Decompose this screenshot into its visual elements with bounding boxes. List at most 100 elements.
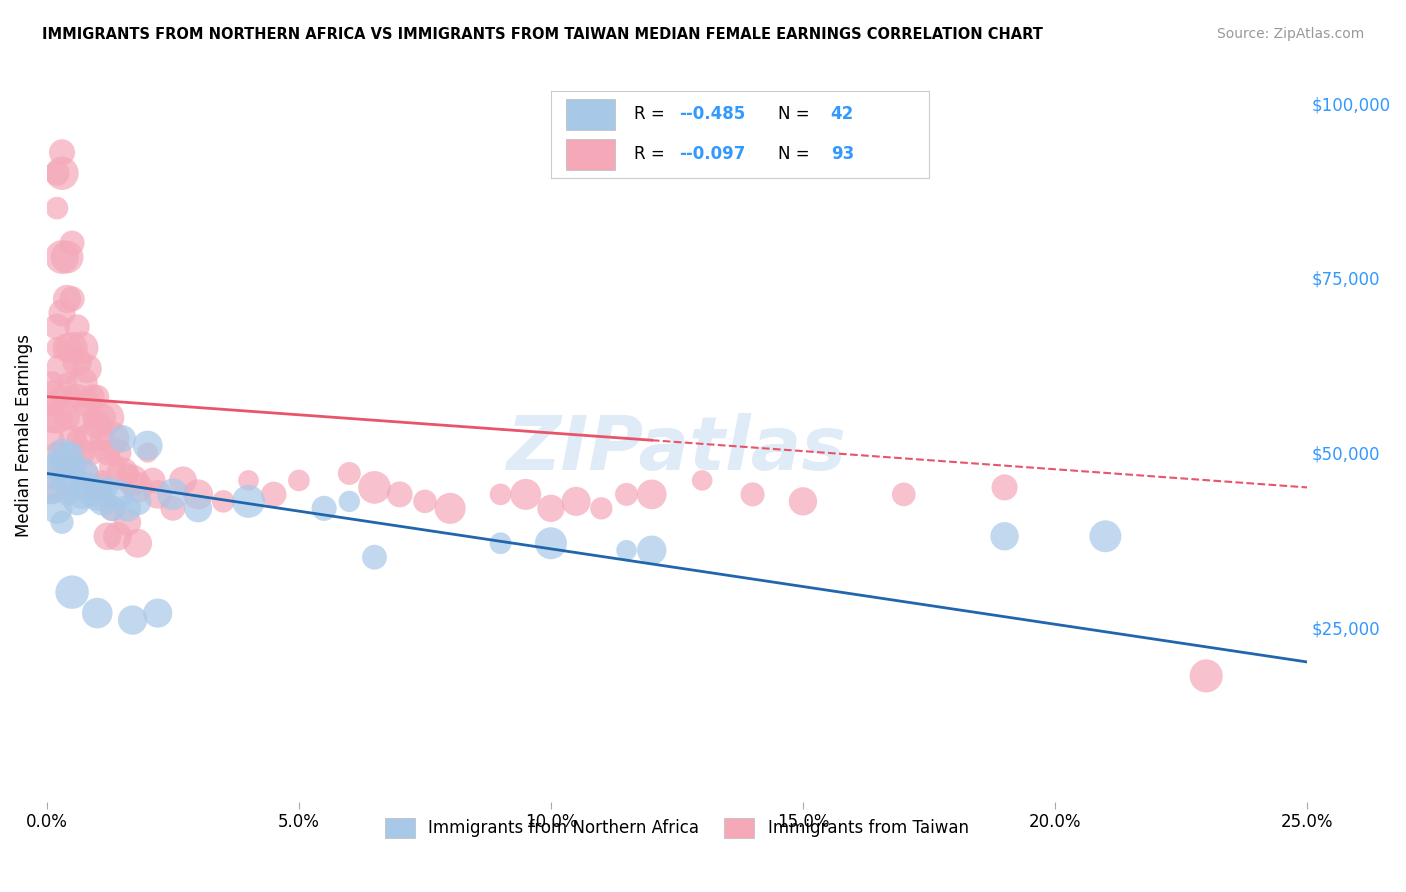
Point xyxy=(146,487,169,501)
Point xyxy=(337,467,360,481)
Point xyxy=(96,480,118,494)
Point xyxy=(70,376,93,390)
Point xyxy=(96,529,118,543)
Point xyxy=(86,480,108,494)
Point xyxy=(41,487,63,501)
Point xyxy=(288,474,311,488)
Point xyxy=(1094,529,1116,543)
Point xyxy=(70,445,93,459)
Point xyxy=(591,501,613,516)
Point xyxy=(86,606,108,620)
Point xyxy=(86,487,108,501)
Point xyxy=(121,613,143,627)
Point xyxy=(66,459,89,474)
Point xyxy=(70,487,93,501)
Point xyxy=(70,341,93,355)
Point xyxy=(82,390,104,404)
Point xyxy=(107,445,129,459)
Point xyxy=(212,494,235,508)
Point xyxy=(76,480,98,494)
Point xyxy=(91,410,114,425)
Point xyxy=(46,501,69,516)
Point xyxy=(51,474,73,488)
Point xyxy=(690,474,713,488)
Point xyxy=(51,445,73,459)
Point xyxy=(56,341,79,355)
Point xyxy=(41,376,63,390)
Point xyxy=(41,467,63,481)
Point xyxy=(91,432,114,446)
Point xyxy=(162,487,184,501)
Point xyxy=(76,432,98,446)
Point xyxy=(60,390,83,404)
Point xyxy=(993,529,1015,543)
Point xyxy=(439,501,461,516)
Point xyxy=(51,390,73,404)
Point xyxy=(82,445,104,459)
Point xyxy=(46,341,69,355)
Point xyxy=(111,432,134,446)
Point xyxy=(96,445,118,459)
Point xyxy=(41,390,63,404)
Point xyxy=(82,487,104,501)
Point xyxy=(86,417,108,432)
Point xyxy=(117,467,139,481)
Point xyxy=(51,306,73,320)
Point xyxy=(893,487,915,501)
Point xyxy=(136,438,159,452)
Point xyxy=(51,459,73,474)
Point xyxy=(127,536,149,550)
Point xyxy=(641,487,664,501)
Point xyxy=(60,235,83,250)
Point xyxy=(56,410,79,425)
Point xyxy=(263,487,285,501)
Point xyxy=(616,543,638,558)
Text: ZIPatlas: ZIPatlas xyxy=(508,413,846,486)
Point xyxy=(91,494,114,508)
Point xyxy=(337,494,360,508)
Point xyxy=(187,487,209,501)
Point xyxy=(792,494,814,508)
Point xyxy=(41,397,63,411)
Point xyxy=(641,543,664,558)
Point xyxy=(111,467,134,481)
Point xyxy=(187,501,209,516)
Point xyxy=(60,445,83,459)
Point xyxy=(56,452,79,467)
Point xyxy=(51,145,73,160)
Point xyxy=(41,480,63,494)
Point xyxy=(41,410,63,425)
Point xyxy=(107,529,129,543)
Point xyxy=(60,341,83,355)
Point xyxy=(76,467,98,481)
Point xyxy=(60,585,83,599)
Point xyxy=(117,516,139,530)
Point xyxy=(66,432,89,446)
Point xyxy=(96,410,118,425)
Point xyxy=(172,474,194,488)
Point xyxy=(101,432,124,446)
Point xyxy=(51,361,73,376)
Point xyxy=(162,501,184,516)
Point xyxy=(616,487,638,501)
Text: IMMIGRANTS FROM NORTHERN AFRICA VS IMMIGRANTS FROM TAIWAN MEDIAN FEMALE EARNINGS: IMMIGRANTS FROM NORTHERN AFRICA VS IMMIG… xyxy=(42,27,1043,42)
Point xyxy=(363,550,385,565)
Point xyxy=(741,487,763,501)
Point xyxy=(993,480,1015,494)
Point xyxy=(314,501,336,516)
Point xyxy=(117,501,139,516)
Point xyxy=(46,410,69,425)
Point xyxy=(127,494,149,508)
Text: Source: ZipAtlas.com: Source: ZipAtlas.com xyxy=(1216,27,1364,41)
Point xyxy=(91,474,114,488)
Point xyxy=(46,319,69,334)
Point xyxy=(76,397,98,411)
Point xyxy=(70,467,93,481)
Point xyxy=(86,390,108,404)
Point xyxy=(413,494,436,508)
Point xyxy=(41,432,63,446)
Point xyxy=(238,474,260,488)
Point xyxy=(46,166,69,180)
Point xyxy=(66,319,89,334)
Point xyxy=(56,376,79,390)
